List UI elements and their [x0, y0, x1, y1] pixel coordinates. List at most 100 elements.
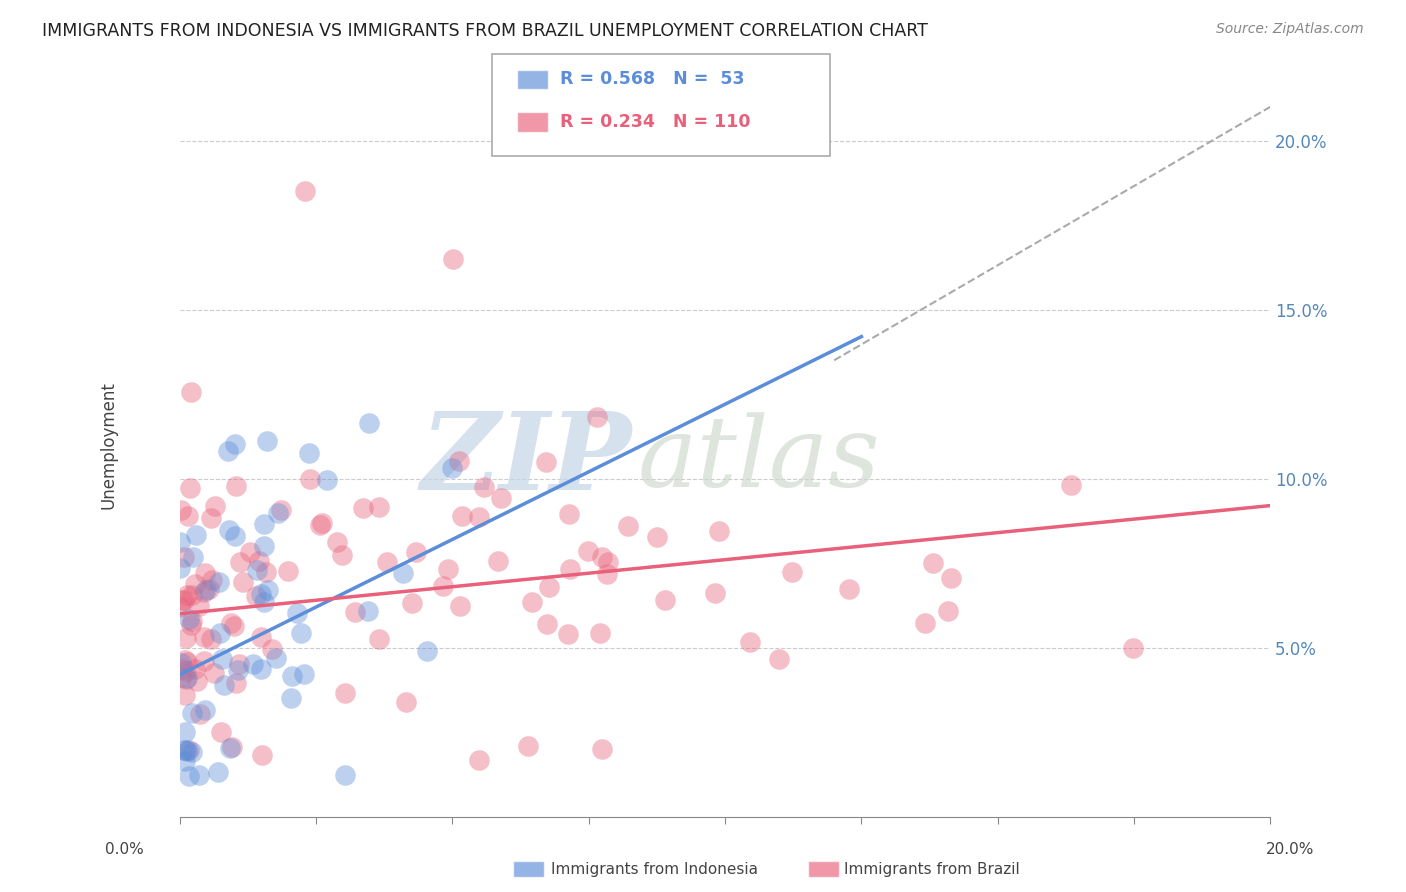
Point — [292, 667, 315, 681]
Point — [193, 654, 215, 668]
Point — [211, 652, 233, 666]
Point — [212, 678, 235, 692]
Point — [169, 535, 191, 549]
Point — [437, 562, 460, 576]
Point — [392, 566, 415, 580]
Text: R = 0.568   N =  53: R = 0.568 N = 53 — [560, 70, 744, 88]
Point — [768, 652, 790, 666]
Point — [176, 588, 198, 602]
Point — [174, 672, 197, 686]
Point — [169, 561, 191, 575]
Point — [194, 703, 217, 717]
Text: Source: ZipAtlas.com: Source: ZipAtlas.com — [1216, 22, 1364, 37]
Point — [224, 529, 246, 543]
Point — [520, 595, 543, 609]
Point — [242, 657, 264, 671]
Point — [193, 630, 215, 644]
Point — [170, 656, 193, 670]
Point — [177, 508, 200, 523]
Point — [536, 455, 558, 469]
Point — [186, 674, 208, 689]
Point — [224, 436, 246, 450]
Point — [218, 523, 240, 537]
Point — [262, 642, 284, 657]
Point — [440, 461, 463, 475]
Y-axis label: Unemployment: Unemployment — [100, 381, 117, 508]
Point — [441, 252, 464, 266]
Point — [537, 580, 560, 594]
Point — [585, 410, 607, 425]
Point — [557, 627, 579, 641]
Point — [368, 500, 391, 515]
Point — [179, 612, 201, 626]
Point — [169, 600, 191, 615]
Point — [201, 574, 224, 588]
Point — [177, 769, 200, 783]
Point — [330, 548, 353, 562]
Point — [591, 742, 613, 756]
Point — [174, 664, 197, 678]
Point — [654, 592, 676, 607]
Point — [270, 503, 292, 517]
Point — [170, 592, 193, 607]
Point — [536, 617, 558, 632]
Point — [173, 688, 195, 702]
Point — [208, 574, 231, 589]
Point — [447, 454, 470, 468]
Point — [285, 606, 308, 620]
Point — [596, 556, 619, 570]
Point — [239, 544, 262, 558]
Point — [333, 686, 356, 700]
Point — [174, 725, 197, 739]
Point — [176, 671, 198, 685]
Point — [914, 615, 936, 630]
Point — [311, 516, 333, 531]
Point — [343, 605, 366, 619]
Point — [315, 473, 337, 487]
Point — [217, 444, 239, 458]
Text: ZIP: ZIP — [420, 407, 633, 513]
Point — [249, 630, 271, 644]
Point — [299, 472, 322, 486]
Point — [254, 566, 277, 580]
Point — [560, 562, 582, 576]
Point — [228, 657, 250, 672]
Point — [450, 509, 472, 524]
Point — [401, 596, 423, 610]
Point — [249, 662, 271, 676]
Point — [704, 585, 727, 599]
Point — [174, 631, 197, 645]
Point — [198, 582, 221, 596]
Point — [221, 739, 243, 754]
Point — [468, 510, 491, 524]
Point — [176, 655, 198, 669]
Text: R = 0.234   N = 110: R = 0.234 N = 110 — [560, 113, 749, 131]
Point — [195, 583, 218, 598]
Point — [416, 644, 439, 658]
Point — [1060, 478, 1083, 492]
Point — [395, 695, 418, 709]
Point — [169, 503, 191, 517]
Point — [432, 579, 454, 593]
Point — [256, 434, 278, 449]
Point — [180, 618, 202, 632]
Point — [294, 184, 316, 198]
Point — [645, 531, 668, 545]
Point — [257, 583, 280, 598]
Point — [226, 663, 249, 677]
Point — [589, 626, 612, 640]
Point — [209, 626, 232, 640]
Point — [219, 615, 242, 630]
Point — [405, 545, 427, 559]
Point — [595, 566, 617, 581]
Point — [264, 651, 287, 665]
Point — [780, 565, 803, 579]
Point — [250, 748, 273, 763]
Point — [180, 385, 202, 400]
Point — [204, 499, 226, 513]
Point — [250, 587, 273, 601]
Point — [207, 765, 229, 780]
Point — [219, 740, 242, 755]
Point — [179, 743, 201, 757]
Point — [179, 481, 201, 495]
